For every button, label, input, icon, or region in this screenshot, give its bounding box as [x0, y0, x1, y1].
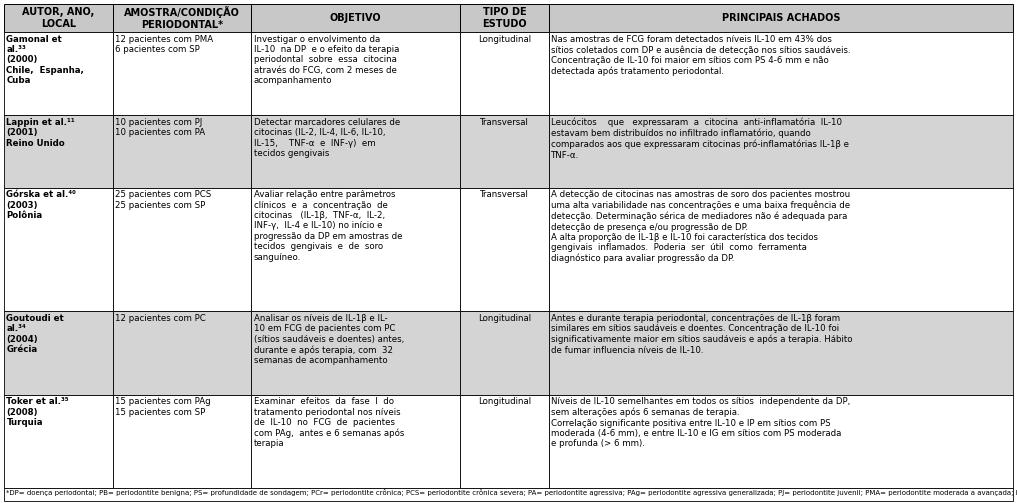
Bar — [251, 32, 460, 115]
Bar — [113, 395, 251, 488]
Bar — [460, 32, 549, 115]
Bar — [549, 115, 1013, 188]
Text: A detecção de citocinas nas amostras de soro dos pacientes mostrou
uma alta vari: A detecção de citocinas nas amostras de … — [551, 190, 850, 264]
Bar — [460, 311, 549, 395]
Text: OBJETIVO: OBJETIVO — [330, 13, 381, 23]
Text: Analisar os níveis de IL-1β e IL-
10 em FCG de pacientes com PC
(sítios saudávei: Analisar os níveis de IL-1β e IL- 10 em … — [253, 314, 404, 365]
Bar — [251, 4, 460, 32]
Text: Leucócitos    que   expressaram  a  citocina  anti-inflamatória  IL-10
estavam b: Leucócitos que expressaram a citocina an… — [551, 118, 849, 160]
Bar — [4, 115, 113, 188]
Bar — [4, 488, 1013, 501]
Bar — [113, 4, 251, 32]
Text: *DP= doença periodontal; PB= periodontite benigna; PS= profundidade de sondagem;: *DP= doença periodontal; PB= periodontit… — [6, 489, 1017, 496]
Text: Transversal: Transversal — [480, 190, 529, 199]
Bar — [251, 395, 460, 488]
Text: 12 pacientes com PC: 12 pacientes com PC — [116, 314, 206, 323]
Text: Nas amostras de FCG foram detectados níveis IL-10 em 43% dos
sítios coletados co: Nas amostras de FCG foram detectados nív… — [551, 35, 851, 76]
Bar — [460, 115, 549, 188]
Text: AMOSTRA/CONDIÇÃO
PERIODONTAL*: AMOSTRA/CONDIÇÃO PERIODONTAL* — [124, 6, 240, 30]
Text: PRINCIPAIS ACHADOS: PRINCIPAIS ACHADOS — [722, 13, 840, 23]
Bar — [549, 32, 1013, 115]
Text: 15 pacientes com PAg
15 pacientes com SP: 15 pacientes com PAg 15 pacientes com SP — [116, 397, 212, 416]
Bar — [4, 188, 113, 311]
Text: 25 pacientes com PCS
25 pacientes com SP: 25 pacientes com PCS 25 pacientes com SP — [116, 190, 212, 210]
Text: Longitudinal: Longitudinal — [478, 314, 531, 323]
Bar — [113, 311, 251, 395]
Bar — [251, 115, 460, 188]
Bar — [460, 4, 549, 32]
Text: Gamonal et
al.³³
(2000)
Chile,  Espanha,
Cuba: Gamonal et al.³³ (2000) Chile, Espanha, … — [6, 35, 84, 85]
Text: Górska et al.⁴⁰
(2003)
Polônia: Górska et al.⁴⁰ (2003) Polônia — [6, 190, 76, 220]
Bar — [4, 4, 113, 32]
Bar — [251, 311, 460, 395]
Bar — [549, 311, 1013, 395]
Bar — [251, 188, 460, 311]
Text: 12 pacientes com PMA
6 pacientes com SP: 12 pacientes com PMA 6 pacientes com SP — [116, 35, 214, 54]
Bar — [549, 4, 1013, 32]
Bar — [549, 395, 1013, 488]
Bar — [460, 188, 549, 311]
Bar — [113, 32, 251, 115]
Text: Detectar marcadores celulares de
citocinas (IL-2, IL-4, IL-6, IL-10,
IL-15,    T: Detectar marcadores celulares de citocin… — [253, 118, 400, 158]
Text: Longitudinal: Longitudinal — [478, 397, 531, 406]
Text: Antes e durante terapia periodontal, concentrações de IL-1β foram
similares em s: Antes e durante terapia periodontal, con… — [551, 314, 853, 355]
Text: 10 pacientes com PJ
10 pacientes com PA: 10 pacientes com PJ 10 pacientes com PA — [116, 118, 205, 137]
Text: Lappin et al.¹¹
(2001)
Reino Unido: Lappin et al.¹¹ (2001) Reino Unido — [6, 118, 75, 147]
Bar — [4, 32, 113, 115]
Bar — [113, 115, 251, 188]
Text: Examinar  efeitos  da  fase  I  do
tratamento periodontal nos níveis
de  IL-10  : Examinar efeitos da fase I do tratamento… — [253, 397, 404, 448]
Text: Goutoudi et
al.³⁴
(2004)
Grécia: Goutoudi et al.³⁴ (2004) Grécia — [6, 314, 64, 354]
Text: Avaliar relação entre parâmetros
clínicos  e  a  concentração  de
citocinas   (I: Avaliar relação entre parâmetros clínico… — [253, 190, 402, 262]
Bar — [549, 188, 1013, 311]
Text: TIPO DE
ESTUDO: TIPO DE ESTUDO — [482, 7, 527, 29]
Text: Transversal: Transversal — [480, 118, 529, 127]
Text: AUTOR, ANO,
LOCAL: AUTOR, ANO, LOCAL — [22, 7, 95, 29]
Text: Investigar o envolvimento da
IL-10  na DP  e o efeito da terapia
periodontal  so: Investigar o envolvimento da IL-10 na DP… — [253, 35, 399, 85]
Bar — [4, 311, 113, 395]
Text: Níveis de IL-10 semelhantes em todos os sítios  independente da DP,
sem alteraçõ: Níveis de IL-10 semelhantes em todos os … — [551, 397, 850, 448]
Bar — [460, 395, 549, 488]
Text: Toker et al.³⁵
(2008)
Turquia: Toker et al.³⁵ (2008) Turquia — [6, 397, 69, 427]
Bar — [4, 395, 113, 488]
Text: Longitudinal: Longitudinal — [478, 35, 531, 43]
Bar — [113, 188, 251, 311]
